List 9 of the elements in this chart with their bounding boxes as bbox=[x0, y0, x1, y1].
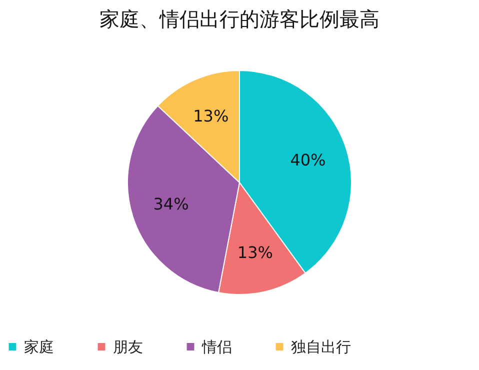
data-label: 13% bbox=[237, 242, 273, 262]
chart-title: 家庭、情侣出行的游客比例最高 bbox=[100, 7, 380, 31]
data-label: 34% bbox=[153, 194, 189, 214]
data-label: 13% bbox=[193, 106, 229, 126]
legend-label: 情侣 bbox=[201, 338, 232, 356]
data-label: 40% bbox=[290, 150, 326, 170]
legend-label: 独自出行 bbox=[291, 338, 351, 356]
legend-label: 朋友 bbox=[113, 338, 143, 356]
legend-label: 家庭 bbox=[24, 338, 54, 356]
